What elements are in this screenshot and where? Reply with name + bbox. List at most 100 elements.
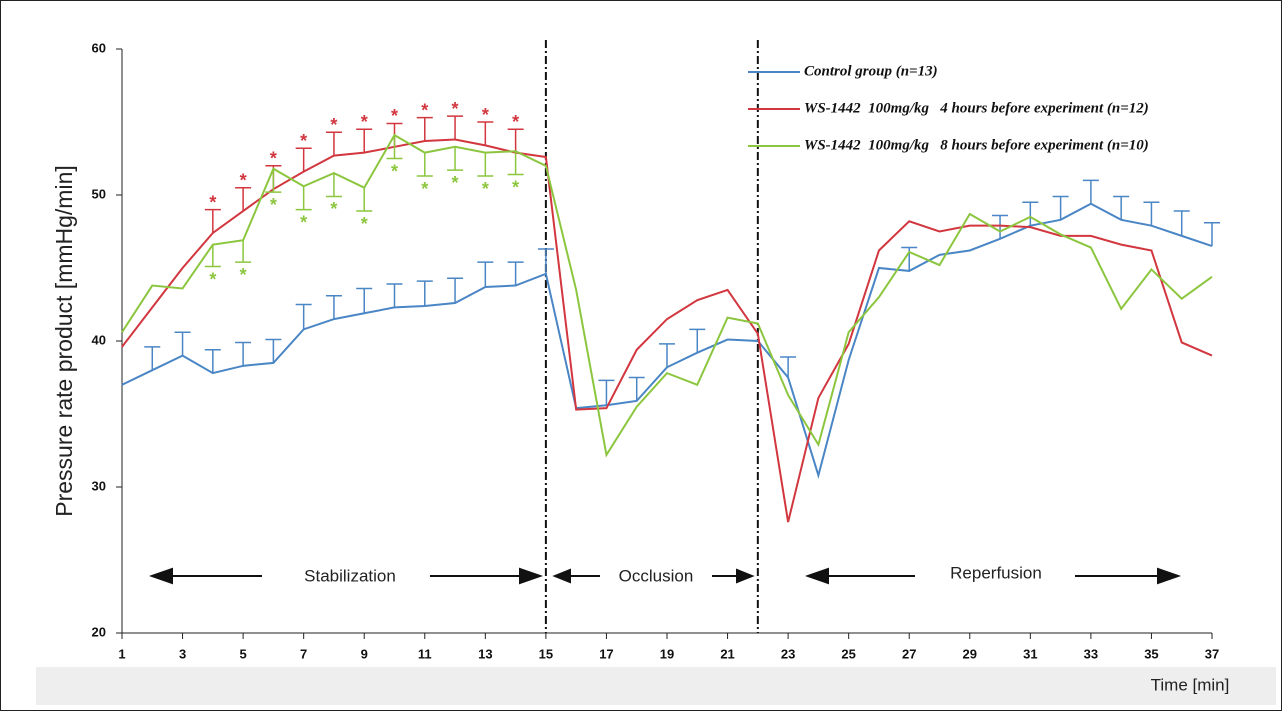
y-tick-label: 50 <box>92 186 106 201</box>
error-bar <box>537 248 554 274</box>
x-tick-label: 1 <box>118 646 125 661</box>
error-bar <box>295 186 312 211</box>
error-bar <box>235 186 252 212</box>
x-tick-label: 19 <box>660 646 674 661</box>
significance-marker: * <box>300 212 307 232</box>
error-bar <box>295 303 312 330</box>
error-bar <box>174 331 191 356</box>
significance-marker: * <box>361 214 368 234</box>
x-tick-label: 9 <box>361 646 368 661</box>
error-bar <box>416 116 433 141</box>
significance-marker: * <box>421 179 428 199</box>
error-bar <box>356 287 373 314</box>
significance-marker: * <box>330 199 337 219</box>
error-bar <box>507 151 524 176</box>
error-bar <box>325 131 342 156</box>
x-tick-label: 27 <box>902 646 916 661</box>
y-tick-label: 40 <box>92 332 106 347</box>
error-bar <box>386 283 403 308</box>
significance-marker: * <box>240 170 247 190</box>
significance-marker: * <box>512 112 519 132</box>
significance-marker: * <box>330 115 337 135</box>
significance-marker: * <box>391 161 398 181</box>
x-tick-label: 11 <box>418 646 432 661</box>
y-tick-label: 30 <box>92 478 106 493</box>
error-bar <box>1022 201 1039 226</box>
error-bar <box>204 208 221 233</box>
error-bar <box>598 379 615 406</box>
phase-label: Stabilization <box>304 566 396 585</box>
x-tick-label: 5 <box>239 646 246 661</box>
error-bar <box>204 349 221 374</box>
legend-label: WS-1442 100mg/kg 4 hours before experime… <box>804 100 1149 116</box>
significance-marker: * <box>361 112 368 132</box>
error-bar <box>1143 201 1160 226</box>
x-tick-label: 37 <box>1205 646 1219 661</box>
error-bar <box>477 261 494 287</box>
significance-marker: * <box>452 99 459 119</box>
error-bar <box>447 277 464 304</box>
error-bar <box>447 115 464 140</box>
significance-marker: * <box>209 192 216 212</box>
error-bar <box>356 128 373 153</box>
x-tick-label: 21 <box>720 646 734 661</box>
y-axis-label: Pressure rate product [mmHg/min] <box>51 165 77 517</box>
x-tick-label: 3 <box>179 646 186 661</box>
phase-arrows <box>148 567 1182 585</box>
error-bar <box>204 244 221 268</box>
error-bar <box>1052 195 1069 220</box>
phase-label: Reperfusion <box>950 563 1042 582</box>
significance-marker: * <box>240 265 247 285</box>
x-tick-label: 31 <box>1023 646 1037 661</box>
x-tick-label: 23 <box>781 646 795 661</box>
error-bar <box>265 168 282 193</box>
y-tick-label: 20 <box>92 624 106 639</box>
x-tick-label: 13 <box>478 646 492 661</box>
error-bar <box>325 294 342 320</box>
x-tick-label: 25 <box>841 646 855 661</box>
significance-marker: * <box>270 149 277 169</box>
significance-marker: * <box>391 106 398 126</box>
legend-label: WS-1442 100mg/kg 8 hours before experime… <box>804 137 1149 153</box>
x-tick-label: 17 <box>599 646 613 661</box>
error-bar <box>235 341 252 366</box>
error-bar <box>356 187 373 212</box>
error-bar <box>477 121 494 146</box>
error-bar <box>265 338 282 363</box>
error-bar <box>295 147 312 172</box>
phase-label: Occlusion <box>619 566 694 585</box>
error-bar <box>1082 179 1099 204</box>
x-tick-label: 29 <box>963 646 977 661</box>
significance-marker: * <box>482 105 489 125</box>
error-bar <box>780 356 797 378</box>
error-bar <box>507 261 524 286</box>
significance-marker: * <box>209 269 216 289</box>
significance-marker: * <box>421 100 428 120</box>
error-bar <box>235 240 252 263</box>
significance-marker: * <box>482 179 489 199</box>
error-bar <box>992 214 1009 239</box>
x-axis-label: Time [min] <box>1151 675 1230 694</box>
error-bar <box>1173 210 1190 236</box>
error-bar <box>447 146 464 171</box>
error-bar <box>1113 195 1130 220</box>
significance-marker: * <box>270 195 277 215</box>
error-bar <box>1204 221 1220 247</box>
error-bar <box>325 173 342 198</box>
significance-marker: * <box>300 131 307 151</box>
x-tick-label: 35 <box>1144 646 1158 661</box>
significance-marker: * <box>452 173 459 193</box>
error-bar <box>507 128 524 153</box>
error-bar <box>477 152 494 177</box>
x-tick-label: 15 <box>539 646 553 661</box>
error-bar <box>416 152 433 177</box>
x-label-band <box>36 667 1276 705</box>
error-bar <box>659 343 675 368</box>
error-bar <box>416 280 433 306</box>
error-bar <box>628 376 645 401</box>
legend-label: Control group (n=13) <box>804 63 938 79</box>
significance-marker: * <box>512 177 519 197</box>
y-tick-label: 60 <box>92 40 106 55</box>
